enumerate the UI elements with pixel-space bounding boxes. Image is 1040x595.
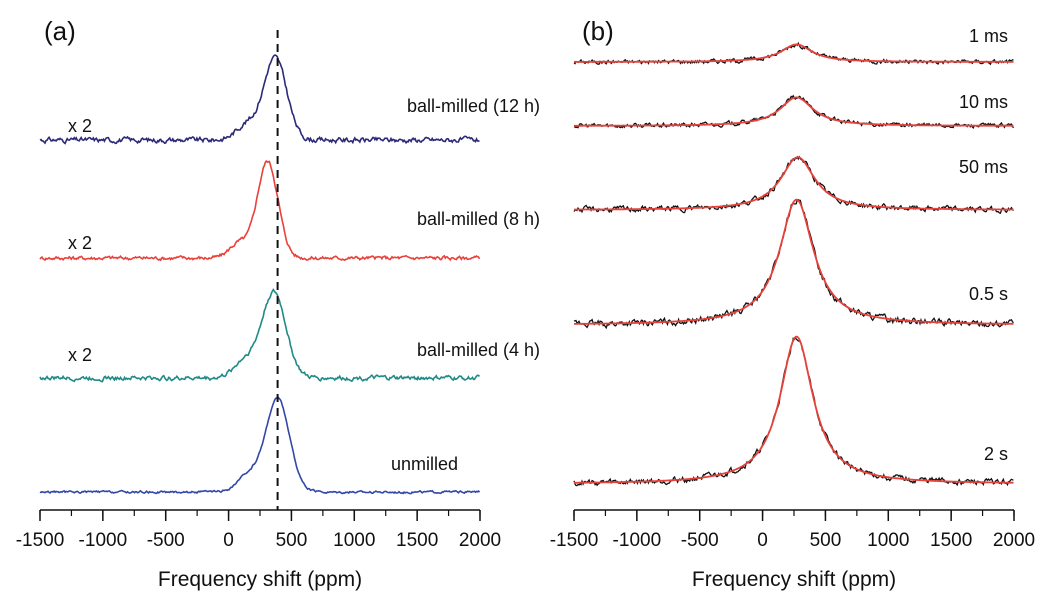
panel-a-series-labels: ball-milled (12 h) ball-milled (8 h) bal… xyxy=(391,96,540,474)
tick-label: -1500 xyxy=(16,530,65,551)
panel-a: (a) ball-milled (12 h) ball-milled (8 h)… xyxy=(16,16,540,591)
panel-b: (b) 1 ms 10 ms 50 ms 0.5 s 2 s -1500 -100… xyxy=(550,16,1035,591)
series-line xyxy=(39,288,481,383)
tick-label: -1000 xyxy=(79,530,128,551)
panel-b-label: (b) xyxy=(582,16,614,46)
panel-b-x-ticks: -1500 -1000 -500 0 500 1000 1500 2000 xyxy=(550,510,1035,551)
series-label-4h: ball-milled (4 h) xyxy=(417,340,540,360)
series-label-2s: 2 s xyxy=(984,444,1008,464)
series-label-8h: ball-milled (8 h) xyxy=(417,209,540,229)
tick-label: 1000 xyxy=(333,530,375,551)
data-line xyxy=(573,155,1014,214)
panel-a-x-axis-title: Frequency shift (ppm) xyxy=(158,568,362,591)
panel-b-series-lines xyxy=(573,41,1015,487)
series-label-10ms: 10 ms xyxy=(959,92,1008,112)
panel-b-x-axis-title: Frequency shift (ppm) xyxy=(692,568,896,591)
series-line xyxy=(39,159,481,262)
series-label-12h: ball-milled (12 h) xyxy=(407,96,540,116)
scale-label-4h: x 2 xyxy=(68,345,92,365)
data-line xyxy=(573,198,1014,330)
tick-label: 1500 xyxy=(396,530,438,551)
data-line xyxy=(573,335,1014,487)
tick-label: 0 xyxy=(223,530,234,551)
panel-a-series-lines xyxy=(39,54,481,495)
fit-line xyxy=(574,335,1014,484)
tick-label: 500 xyxy=(810,530,842,551)
series-label-50ms: 50 ms xyxy=(959,157,1008,177)
series-line xyxy=(39,54,480,145)
panel-a-label: (a) xyxy=(44,16,76,46)
tick-label: 500 xyxy=(276,530,308,551)
series-line xyxy=(39,396,481,495)
fit-line xyxy=(574,43,1014,63)
data-line xyxy=(573,94,1015,129)
panel-b-series-labels: 1 ms 10 ms 50 ms 0.5 s 2 s xyxy=(959,26,1008,464)
scale-label-12h: x 2 xyxy=(68,116,92,136)
series-label-1ms: 1 ms xyxy=(969,26,1008,46)
fit-line xyxy=(574,96,1014,127)
tick-label: 1000 xyxy=(867,530,909,551)
tick-label: -1500 xyxy=(550,530,599,551)
tick-label: 1500 xyxy=(930,530,972,551)
tick-label: 0 xyxy=(757,530,768,551)
scale-label-8h: x 2 xyxy=(68,233,92,253)
tick-label: -500 xyxy=(681,530,719,551)
panel-a-x-ticks: -1500 -1000 -500 0 500 1000 1500 2000 xyxy=(16,510,501,551)
series-label-unmilled: unmilled xyxy=(391,454,458,474)
fit-line xyxy=(573,156,1014,211)
tick-label: -1000 xyxy=(613,530,662,551)
tick-label: 2000 xyxy=(459,530,501,551)
fit-line xyxy=(574,198,1014,325)
panel-a-scale-labels: x 2 x 2 x 2 xyxy=(68,116,92,365)
tick-label: -500 xyxy=(147,530,185,551)
tick-label: 2000 xyxy=(993,530,1035,551)
series-label-0-5s: 0.5 s xyxy=(969,284,1008,304)
